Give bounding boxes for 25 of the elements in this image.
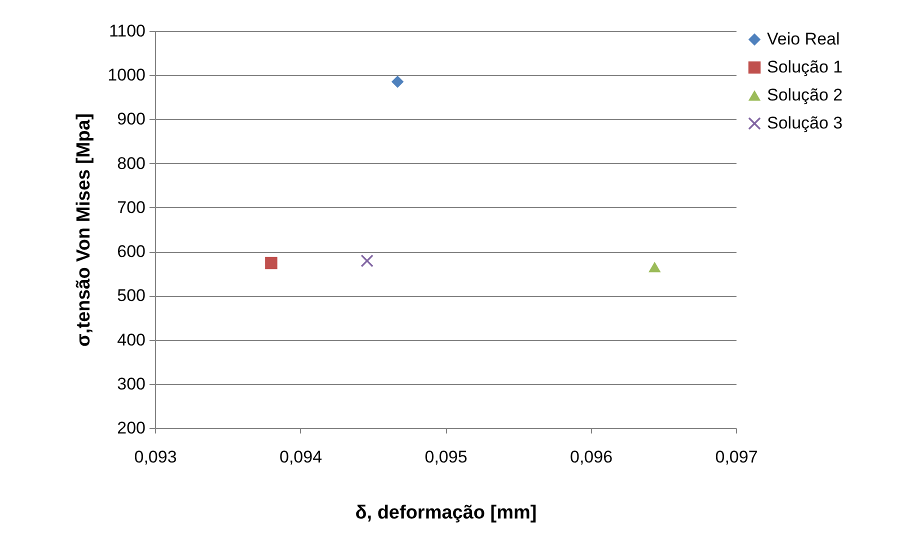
x-tick-label: 0,096 <box>570 448 613 466</box>
point <box>360 254 374 267</box>
point <box>265 256 278 270</box>
legend-label: Solução 3 <box>767 114 843 132</box>
y-tick-label: 400 <box>117 330 146 350</box>
legend-label: Solução 2 <box>767 86 843 104</box>
y-tick-label: 300 <box>117 374 146 394</box>
y-tick-label: 1100 <box>108 22 146 40</box>
legend-label: Veio Real <box>767 30 840 48</box>
x-axis-title: δ, deformação [mm] <box>355 502 537 524</box>
y-tick-label: 200 <box>117 418 146 438</box>
y-tick-label: 600 <box>117 242 146 262</box>
point <box>648 262 661 272</box>
y-tick-label: 800 <box>117 154 146 173</box>
point <box>391 76 404 88</box>
y-tick-label: 500 <box>117 286 146 306</box>
x-tick-label: 0,093 <box>134 448 177 466</box>
x-tick-label: 0,094 <box>279 448 322 466</box>
y-tick-label: 1000 <box>108 66 146 85</box>
x-tick-label: 0,095 <box>424 448 468 466</box>
legend-label: Solução 1 <box>767 58 843 76</box>
x-tick-label: 0,097 <box>715 448 758 466</box>
y-axis-title: σ,tensão Von Mises [Mpa] <box>74 113 95 347</box>
y-tick-label: 900 <box>117 110 146 129</box>
y-tick-label: 700 <box>117 198 146 217</box>
